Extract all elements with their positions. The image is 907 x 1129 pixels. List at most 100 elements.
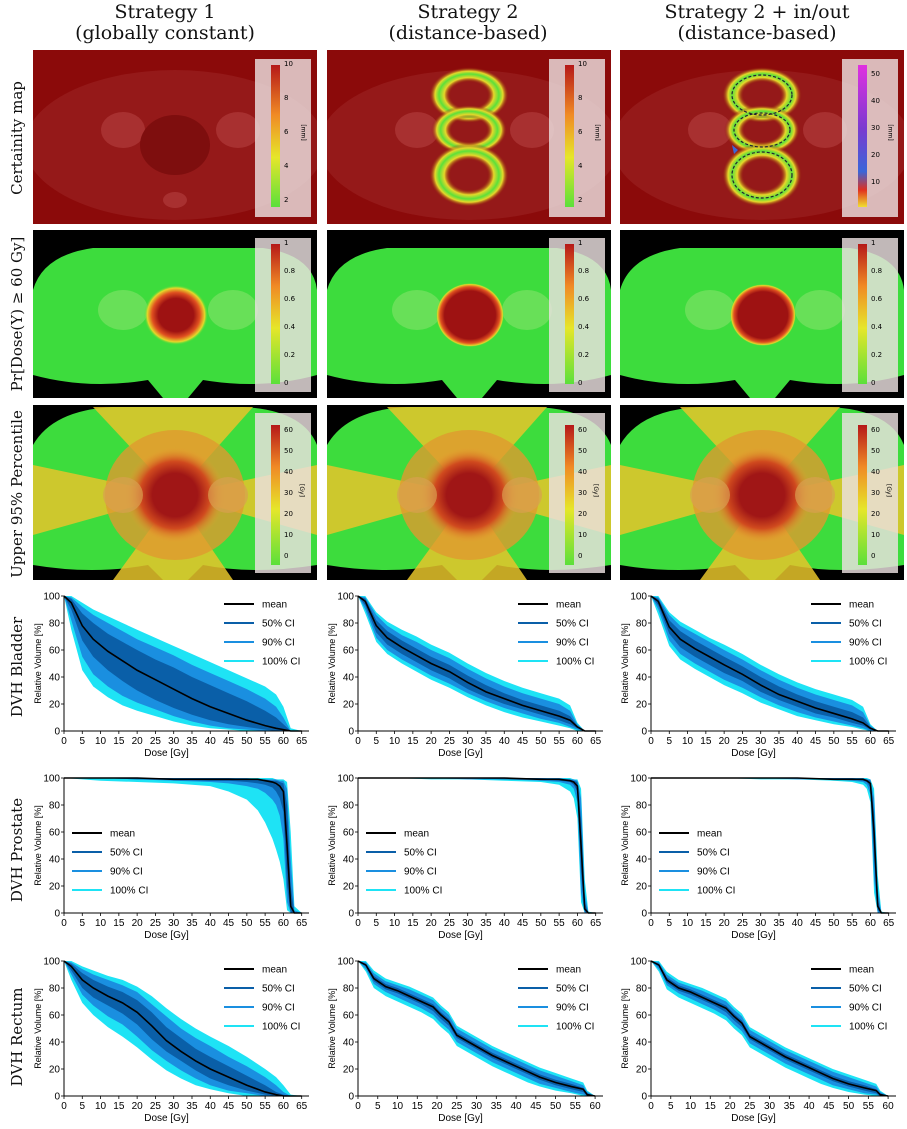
dose-percentile-image-2 xyxy=(327,407,611,580)
x-tick-label: 55 xyxy=(570,1101,582,1112)
legend-label: mean xyxy=(110,829,135,840)
x-tick-label: 0 xyxy=(648,736,654,747)
y-tick-label: 100 xyxy=(337,774,354,785)
x-axis-label: Dose [Gy] xyxy=(731,1113,776,1124)
y-tick-label: 40 xyxy=(343,673,355,684)
dvh-prostate-svg: 0 5 10 15 20 25 30 35 40 45 50 55 60 65 0 20 40 60 80 100 Do… xyxy=(327,774,603,941)
dvh-rectum-svg: 0 5 10 15 20 25 30 35 40 45 50 55 60 0 20 40 60 80 100 Dose… xyxy=(620,957,896,1124)
colorbar-tick: 60 xyxy=(284,426,293,434)
x-axis-label: Dose [Gy] xyxy=(144,748,189,759)
dose-percentile-image-1 xyxy=(33,407,317,580)
legend-label: 100% CI xyxy=(110,886,148,897)
x-tick-label: 10 xyxy=(389,736,401,747)
x-tick-label: 40 xyxy=(804,1101,816,1112)
x-tick-label: 35 xyxy=(480,736,492,747)
y-tick-label: 60 xyxy=(343,646,355,657)
x-tick-label: 50 xyxy=(550,1101,562,1112)
colorbar-tick: 40 xyxy=(578,468,587,476)
y-tick-label: 60 xyxy=(636,1011,648,1022)
x-tick-label: 5 xyxy=(375,1101,381,1112)
y-tick-label: 0 xyxy=(641,727,647,738)
x-tick-label: 25 xyxy=(744,1101,756,1112)
x-tick-label: 60 xyxy=(572,918,584,929)
colorbar-tick: 6 xyxy=(284,128,289,136)
y-tick-label: 0 xyxy=(641,909,647,920)
probability-panel-3: 1 0.8 0.6 0.4 0.2 0 xyxy=(620,230,904,398)
y-tick-label: 40 xyxy=(636,1038,648,1049)
dvh-chart-prostate-strategy-2: 0 5 10 15 20 25 30 35 40 45 50 55 60 65 0 20 40 60 80 100 Do… xyxy=(326,772,611,946)
colorbar-tick: 0 xyxy=(871,552,876,560)
colorbar-tick: 10 xyxy=(284,531,293,539)
column-title-line2: (distance-based) xyxy=(388,22,548,44)
y-tick-label: 60 xyxy=(636,646,648,657)
column-title-strategy-1: Strategy 1 (globally constant) xyxy=(20,2,310,44)
ci50-band xyxy=(64,961,302,1096)
x-tick-label: 50 xyxy=(241,1101,253,1112)
colorbar-tick: 0.6 xyxy=(871,295,883,303)
y-tick-label: 80 xyxy=(49,619,61,630)
x-tick-label: 20 xyxy=(724,1101,736,1112)
x-tick-label: 20 xyxy=(426,736,438,747)
legend-label: 90% CI xyxy=(849,1003,882,1014)
column-title-line1: Strategy 2 xyxy=(417,1,519,23)
ci50-band xyxy=(64,596,302,731)
colorbar-tick: 4 xyxy=(578,162,583,170)
dose-percentile-image-3 xyxy=(620,407,904,580)
colorbar-tick: 20 xyxy=(284,510,293,518)
colorbar-tick: 30 xyxy=(871,124,880,132)
x-tick-label: 30 xyxy=(168,1101,180,1112)
colorbar-unit: [mm] xyxy=(886,124,894,141)
x-tick-label: 45 xyxy=(223,1101,235,1112)
legend-label: mean xyxy=(262,600,287,611)
x-tick-label: 20 xyxy=(719,918,731,929)
ci90-band xyxy=(651,961,889,1096)
x-tick-label: 15 xyxy=(407,736,419,747)
x-tick-label: 45 xyxy=(530,1101,542,1112)
x-tick-label: 50 xyxy=(828,736,840,747)
x-tick-label: 10 xyxy=(685,1101,697,1112)
x-tick-label: 25 xyxy=(444,918,456,929)
colorbar-tick: 4 xyxy=(284,162,289,170)
colorbar-tick: 1 xyxy=(578,239,583,247)
y-tick-label: 40 xyxy=(636,673,648,684)
x-tick-label: 25 xyxy=(737,918,749,929)
dvh-rectum-svg: 0 5 10 15 20 25 30 35 40 45 50 55 60 65 0 20 40 60 80 100 Do… xyxy=(33,957,309,1124)
legend-label: mean xyxy=(556,600,581,611)
colorbar-probability-1: 1 0.8 0.6 0.4 0.2 0 xyxy=(255,238,311,392)
y-tick-label: 40 xyxy=(49,1038,61,1049)
x-tick-label: 5 xyxy=(667,736,673,747)
x-tick-label: 65 xyxy=(883,918,895,929)
y-tick-label: 20 xyxy=(343,882,355,893)
y-tick-label: 60 xyxy=(49,1011,61,1022)
certainty-map-panel-2: 10 8 6 4 2 [mm] xyxy=(327,50,611,224)
y-axis-label: Relative Volume [%] xyxy=(33,805,43,886)
y-tick-label: 40 xyxy=(49,673,61,684)
percentile-panel-2: 60 50 40 30 20 10 0 [Gy] xyxy=(327,405,611,580)
x-tick-label: 45 xyxy=(223,918,235,929)
ct-image-certainty-3 xyxy=(620,67,904,220)
x-tick-label: 55 xyxy=(260,918,272,929)
colorbar-tick: 30 xyxy=(578,489,587,497)
x-tick-label: 0 xyxy=(355,736,361,747)
row-label-dvh-bladder: DVH Bladder xyxy=(8,616,26,718)
y-tick-label: 20 xyxy=(636,882,648,893)
colorbar-tick: 0 xyxy=(871,379,876,387)
x-tick-label: 5 xyxy=(80,736,86,747)
colorbar-tick: 0.4 xyxy=(578,323,590,331)
legend-label: 50% CI xyxy=(404,848,437,859)
mean-line xyxy=(651,777,889,914)
x-tick-label: 50 xyxy=(535,736,547,747)
colorbar-tick: 2 xyxy=(578,196,583,204)
row-label-dvh-rectum: DVH Rectum xyxy=(8,987,26,1087)
x-tick-label: 40 xyxy=(499,736,511,747)
colorbar-tick: 50 xyxy=(284,447,293,455)
x-axis-label: Dose [Gy] xyxy=(438,930,483,941)
x-axis-label: Dose [Gy] xyxy=(438,748,483,759)
x-tick-label: 15 xyxy=(700,918,712,929)
ci100-band xyxy=(64,778,302,913)
ci90-band xyxy=(358,961,596,1096)
x-tick-label: 35 xyxy=(773,736,785,747)
dvh-chart-rectum-strategy-1: 0 5 10 15 20 25 30 35 40 45 50 55 60 65 0 20 40 60 80 100 Do… xyxy=(32,955,317,1129)
colorbar-tick: 0.8 xyxy=(871,267,883,275)
legend-label: 50% CI xyxy=(556,619,589,630)
